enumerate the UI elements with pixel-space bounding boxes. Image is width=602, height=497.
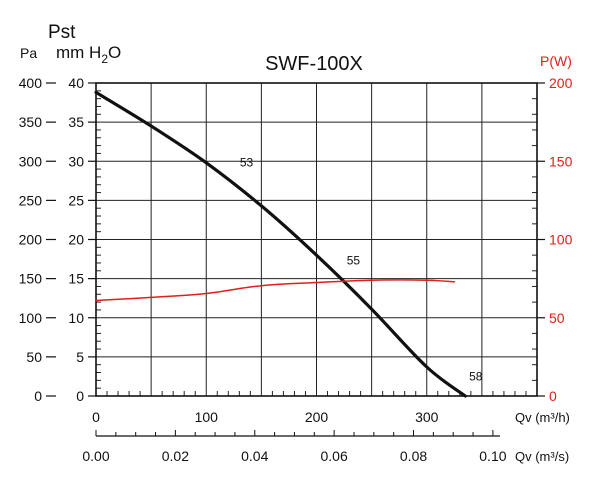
noise-level-annotation: 58 <box>469 369 483 383</box>
mm-tick-label: 15 <box>68 271 84 287</box>
pa-tick-label: 300 <box>19 153 43 169</box>
minor-ticks <box>96 90 537 396</box>
pa-tick-label: 350 <box>19 114 43 130</box>
pressure-curve <box>94 90 467 398</box>
grid <box>96 83 537 396</box>
power-curve <box>95 279 456 302</box>
x-top-tick-label: 0 <box>92 409 100 425</box>
mm-tick-label: 20 <box>68 232 84 248</box>
x-bottom-tick-label: 0.10 <box>479 448 506 464</box>
x-top-tick-label: 100 <box>195 409 219 425</box>
noise-level-annotation: 55 <box>347 253 361 267</box>
mm-tick-label: 30 <box>68 153 84 169</box>
x-bottom-tick-label: 0.02 <box>162 448 189 464</box>
mm-unit-label: mm H2O <box>56 43 121 66</box>
series: 53 55 58 <box>94 90 483 398</box>
mm-tick-label: 0 <box>76 388 84 404</box>
pa-tick-label: 100 <box>19 310 43 326</box>
x-bottom-tick-label: 0.04 <box>241 448 268 464</box>
power-tick-label: 50 <box>549 310 565 326</box>
pa-tick-label: 50 <box>26 349 42 365</box>
chart-title: SWF-100X <box>265 53 363 75</box>
noise-level-annotation: 53 <box>240 156 254 170</box>
x-bottom-axis-label: Qv (m³/s) <box>515 449 569 464</box>
pa-unit-label: Pa <box>20 45 37 61</box>
x-bottom-tick-label: 0.00 <box>82 448 109 464</box>
tick-labels: 0501001502002503003504000510152025303540… <box>19 75 573 464</box>
pa-tick-label: 150 <box>19 271 43 287</box>
pa-tick-label: 0 <box>34 388 42 404</box>
mm-tick-label: 40 <box>68 75 84 91</box>
x-bottom-tick-label: 0.06 <box>321 448 348 464</box>
x-top-tick-label: 200 <box>305 409 329 425</box>
power-tick-label: 150 <box>549 153 573 169</box>
power-tick-label: 100 <box>549 232 573 248</box>
pa-tick-label: 250 <box>19 192 43 208</box>
pa-tick-label: 200 <box>19 232 43 248</box>
pressure-symbol-label: Pst <box>48 22 76 43</box>
mm-tick-label: 35 <box>68 114 84 130</box>
mm-tick-label: 25 <box>68 192 84 208</box>
power-tick-label: 200 <box>549 75 573 91</box>
pa-tick-label: 400 <box>19 75 43 91</box>
mm-tick-label: 5 <box>76 349 84 365</box>
mm-tick-label: 10 <box>68 310 84 326</box>
x-top-axis-label: Qv (m³/h) <box>515 410 570 425</box>
power-tick-label: 0 <box>549 388 557 404</box>
power-axis-label: P(W) <box>540 53 572 69</box>
x-top-tick-label: 300 <box>415 409 439 425</box>
x-bottom-tick-label: 0.08 <box>400 448 427 464</box>
